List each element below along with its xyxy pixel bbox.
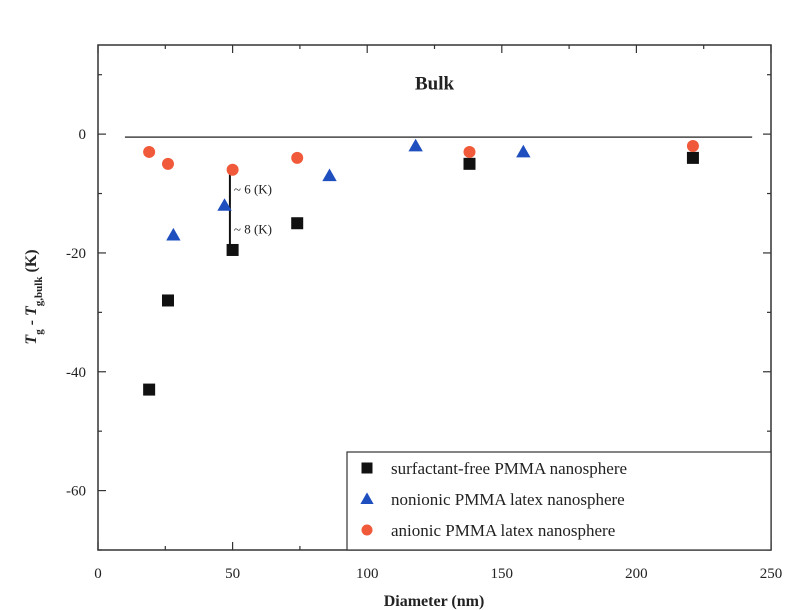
x-axis-title: Diameter (nm) <box>384 593 485 610</box>
data-points <box>143 138 699 396</box>
data-point <box>516 144 531 158</box>
y-tick-labels: -60 -40 -20 0 <box>66 127 86 499</box>
data-point <box>463 157 476 170</box>
data-point <box>463 145 476 158</box>
y-tick-label: -60 <box>66 484 86 500</box>
data-point <box>291 217 304 230</box>
x-tick-label: 0 <box>94 566 102 582</box>
y-tick-label: -40 <box>66 365 86 381</box>
x-tick-label: 200 <box>625 566 648 582</box>
x-tick-label: 250 <box>760 566 783 582</box>
data-point <box>291 151 304 164</box>
data-point <box>322 168 337 182</box>
legend: surfactant-free PMMA nanosphere nonionic … <box>346 451 772 551</box>
data-point <box>226 163 239 176</box>
data-point <box>161 294 174 307</box>
x-tick-labels: 0 50 100 150 200 250 <box>94 566 782 582</box>
legend-entry: nonionic PMMA latex nanosphere <box>391 490 625 509</box>
data-point <box>408 138 423 152</box>
bulk-label: Bulk <box>415 74 455 95</box>
annotations: ~ 6 (K) ~ 8 (K) <box>228 169 272 250</box>
data-point <box>686 151 699 164</box>
legend-marker <box>361 462 373 474</box>
y-tick-label: 0 <box>79 127 87 143</box>
annotation-label: ~ 6 (K) <box>234 182 272 197</box>
x-tick-label: 150 <box>491 566 514 582</box>
legend-entry: surfactant-free PMMA nanosphere <box>391 459 627 478</box>
data-point <box>166 227 181 241</box>
legend-marker <box>361 524 373 536</box>
x-tick-label: 100 <box>356 566 379 582</box>
data-point <box>143 383 156 396</box>
legend-marker <box>360 492 374 504</box>
x-tick-label: 50 <box>225 566 240 582</box>
data-point <box>686 140 699 152</box>
legend-entry: anionic PMMA latex nanosphere <box>391 521 615 540</box>
data-point <box>226 243 239 256</box>
data-point <box>143 145 156 158</box>
y-axis-title: Tg - Tg,bulk (K) <box>23 249 45 344</box>
annotation-label: ~ 8 (K) <box>234 222 272 237</box>
y-tick-label: -20 <box>66 246 86 262</box>
data-point <box>217 198 232 211</box>
data-point <box>161 157 174 170</box>
legend-box <box>346 451 772 551</box>
